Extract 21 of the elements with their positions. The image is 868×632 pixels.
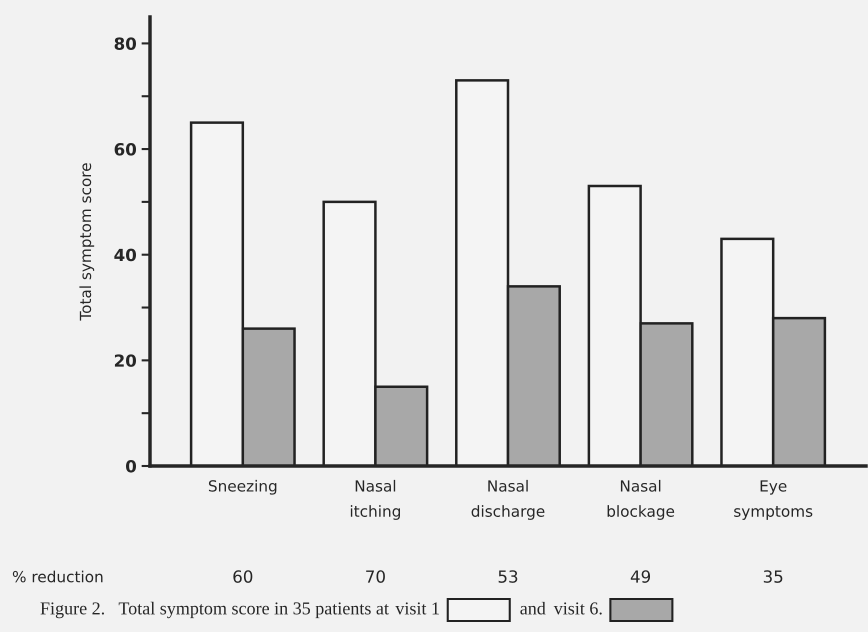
x-tick-label: Nasal discharge xyxy=(472,480,544,520)
text: and xyxy=(520,602,546,615)
caption: Figure 2. Total symptom score in 35 patients at xyxy=(40,602,389,618)
x-tick-label: Sneezing xyxy=(208,480,276,495)
text: 60 xyxy=(233,570,252,583)
y-axis-title: Total symptom score xyxy=(79,163,94,321)
y-tick-label: 20 xyxy=(114,354,136,367)
x-tick-label: Nasal itching xyxy=(350,480,400,520)
y-tick-label: 40 xyxy=(114,248,136,262)
x-tick-label: Eye symptoms xyxy=(734,480,812,520)
y-tick-label: 80 xyxy=(114,37,136,50)
x-tick-label: Nasal blockage xyxy=(608,480,674,520)
text: 49 xyxy=(630,570,650,583)
legend-label: visit 1 xyxy=(395,602,439,615)
text: % reduction xyxy=(12,570,102,582)
text: 35 xyxy=(764,570,782,583)
y-tick-label: 0 xyxy=(126,460,136,473)
legend-label: visit 6. xyxy=(554,602,602,615)
y-tick-label: 60 xyxy=(114,143,136,156)
text: 53 xyxy=(498,570,518,583)
text: 70 xyxy=(366,570,385,583)
